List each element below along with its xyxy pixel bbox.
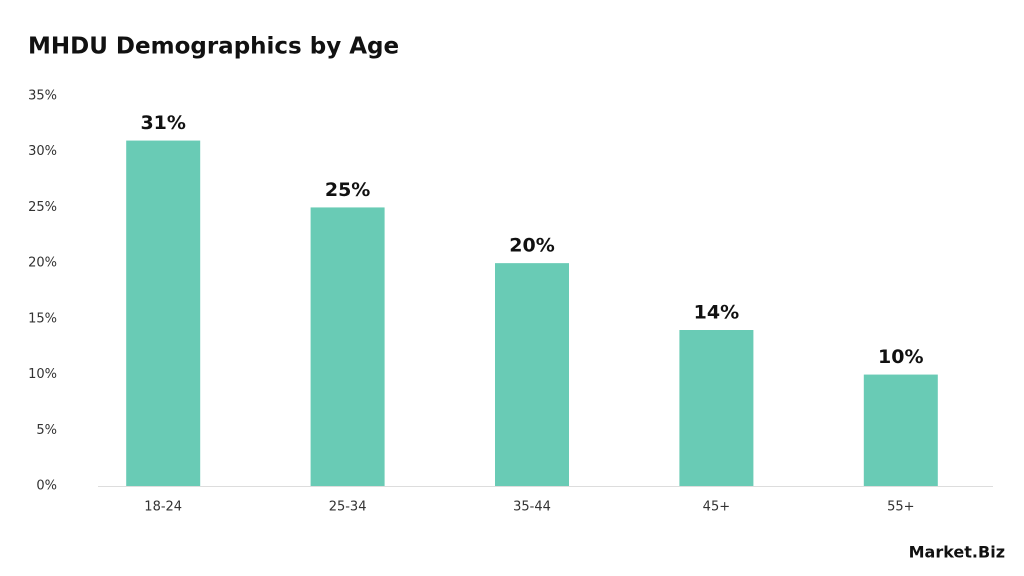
x-tick-label: 55+ [887,500,914,515]
x-tick-label: 35-44 [513,500,551,515]
value-label: 20% [509,235,554,257]
value-label: 14% [694,302,739,324]
chart-title: MHDU Demographics by Age [28,34,399,60]
value-label: 10% [878,346,923,368]
source-logo: Market.Biz [909,543,1005,562]
y-tick-label: 30% [28,144,57,159]
x-tick-label: 45+ [703,500,730,515]
value-label: 31% [140,112,185,134]
y-tick-label: 0% [36,479,57,494]
y-tick-label: 10% [28,367,57,382]
bar [310,207,385,486]
x-tick-label: 25-34 [329,500,367,515]
bar [126,140,201,487]
y-tick-label: 5% [36,423,57,438]
bar [679,330,754,486]
bar [495,263,569,486]
y-tick-label: 25% [28,200,57,215]
x-tick-label: 18-24 [144,500,182,515]
y-tick-label: 20% [28,256,57,271]
y-tick-label: 15% [28,311,57,326]
y-tick-label: 35% [28,89,57,104]
bar [863,374,938,486]
value-label: 25% [325,179,370,201]
